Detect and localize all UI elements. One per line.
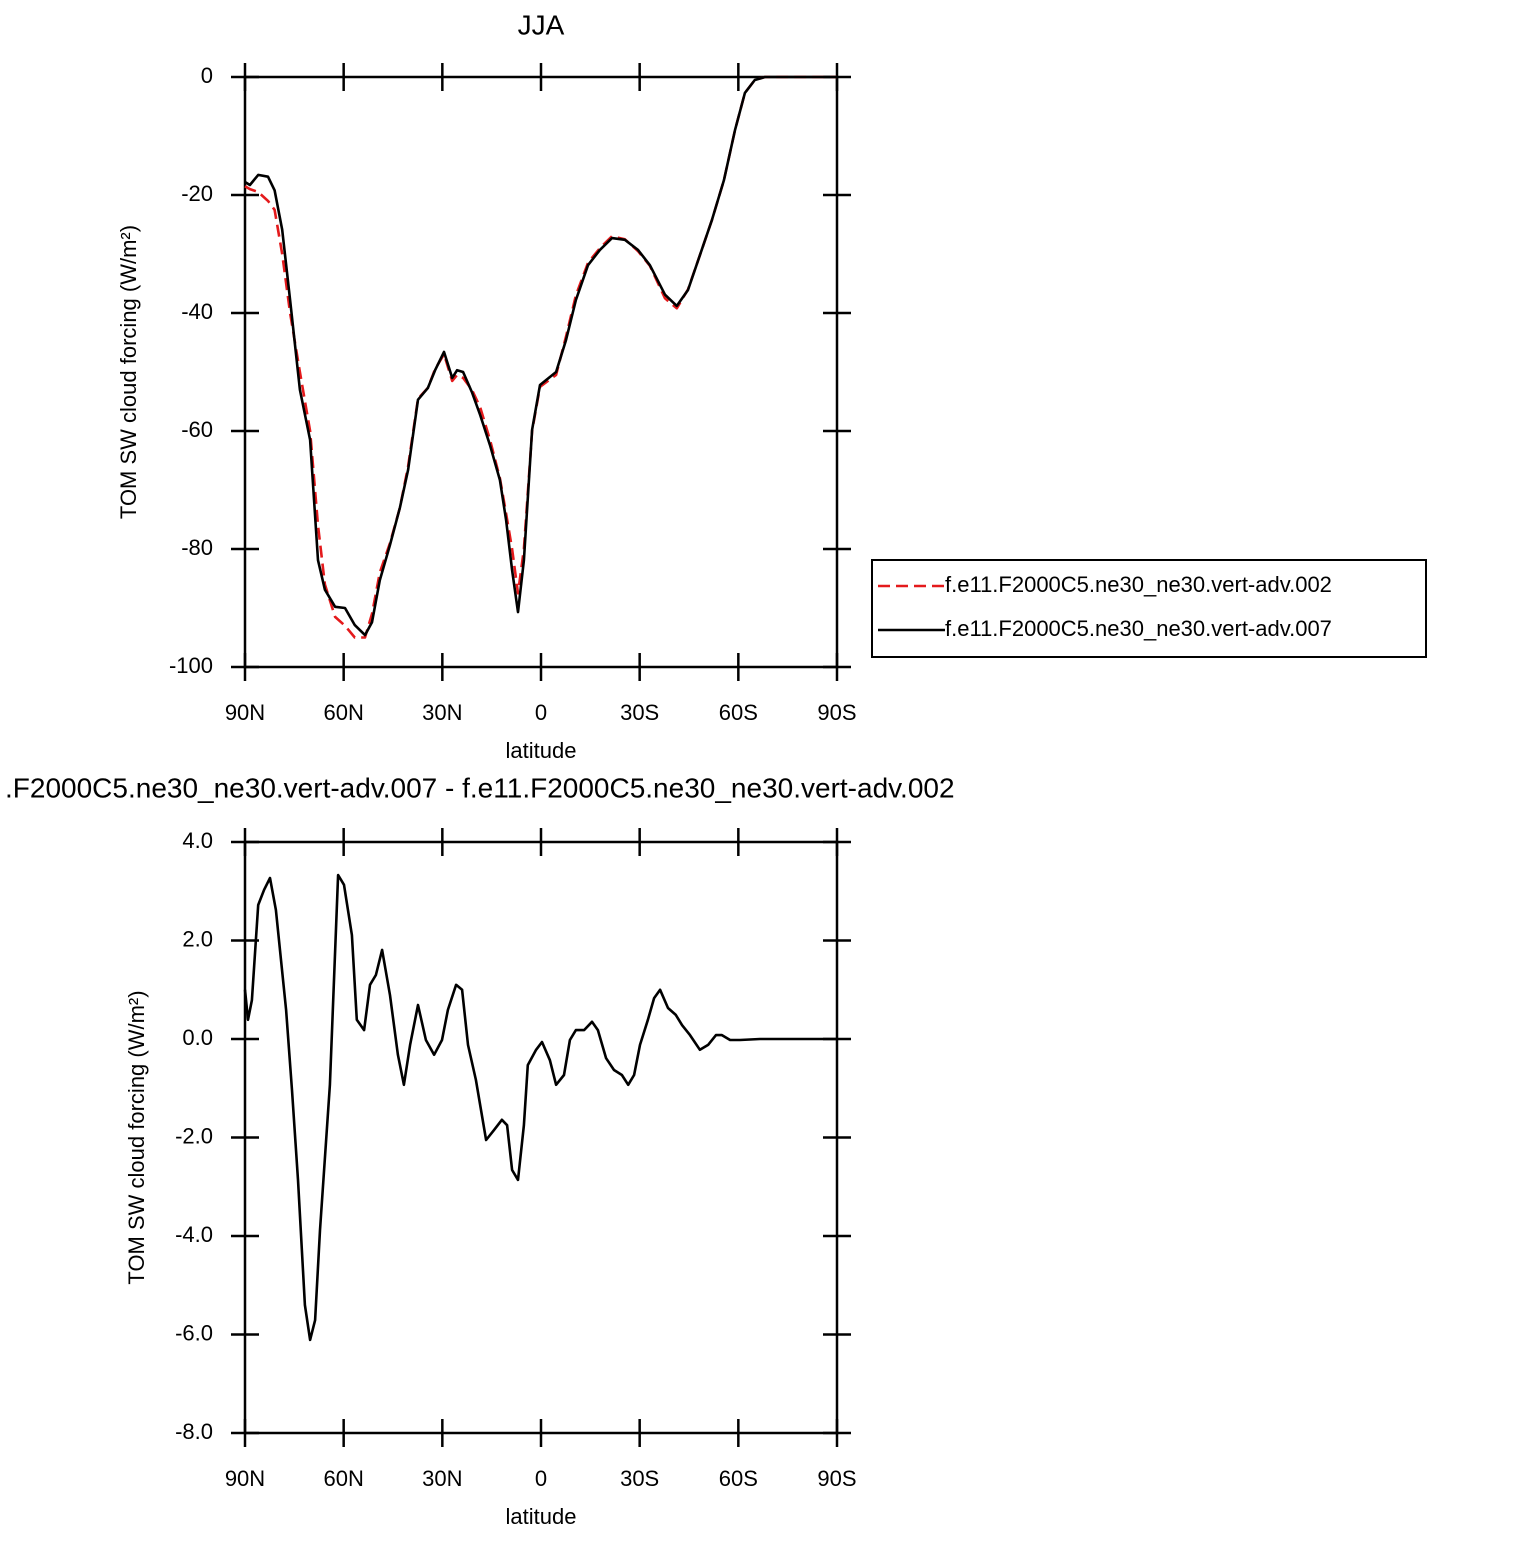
plot-frame (243, 75, 839, 669)
x-tick-label: 90S (817, 1466, 856, 1491)
x-tick-label: 30N (422, 700, 462, 725)
y-tick-label: -100 (169, 653, 213, 678)
legend-label: f.e11.F2000C5.ne30_ne30.vert-adv.007 (945, 616, 1332, 641)
x-tick-label: 60N (323, 1466, 363, 1491)
y-tick-label: 2.0 (182, 926, 213, 951)
x-tick-label: 90N (225, 700, 265, 725)
y-tick-label: -4.0 (175, 1222, 213, 1247)
x-tick-label: 90N (225, 1466, 265, 1491)
plot-frame (243, 840, 839, 1435)
chart-title: .F2000C5.ne30_ne30.vert-adv.007 - f.e11.… (5, 772, 955, 803)
x-tick-label: 90S (817, 700, 856, 725)
y-tick-label: -6.0 (175, 1320, 213, 1345)
x-tick-label: 30S (620, 700, 659, 725)
legend-label: f.e11.F2000C5.ne30_ne30.vert-adv.002 (945, 572, 1332, 597)
y-tick-label: -2.0 (175, 1123, 213, 1148)
series-line (244, 75, 837, 639)
y-tick-label: -8.0 (175, 1419, 213, 1444)
y-tick-label: -80 (181, 535, 213, 560)
series-line (244, 75, 837, 637)
y-axis-label: TOM SW cloud forcing (W/m²) (124, 990, 149, 1284)
x-tick-label: 0 (535, 1466, 547, 1491)
y-tick-label: -40 (181, 299, 213, 324)
y-tick-label: -20 (181, 181, 213, 206)
legend-box (871, 559, 1427, 658)
chart-title: JJA (518, 9, 565, 40)
x-axis-label: latitude (506, 738, 577, 763)
y-tick-label: -60 (181, 417, 213, 442)
x-tick-label: 60S (719, 1466, 758, 1491)
y-axis-label: TOM SW cloud forcing (W/m²) (116, 225, 141, 519)
y-tick-label: 4.0 (182, 828, 213, 853)
x-tick-label: 60S (719, 700, 758, 725)
x-axis-label: latitude (506, 1504, 577, 1529)
x-tick-label: 30N (422, 1466, 462, 1491)
x-tick-label: 60N (323, 700, 363, 725)
y-tick-label: 0 (201, 63, 213, 88)
y-tick-label: 0.0 (182, 1025, 213, 1050)
x-tick-label: 0 (535, 700, 547, 725)
series-line (243, 873, 837, 1342)
x-tick-label: 30S (620, 1466, 659, 1491)
